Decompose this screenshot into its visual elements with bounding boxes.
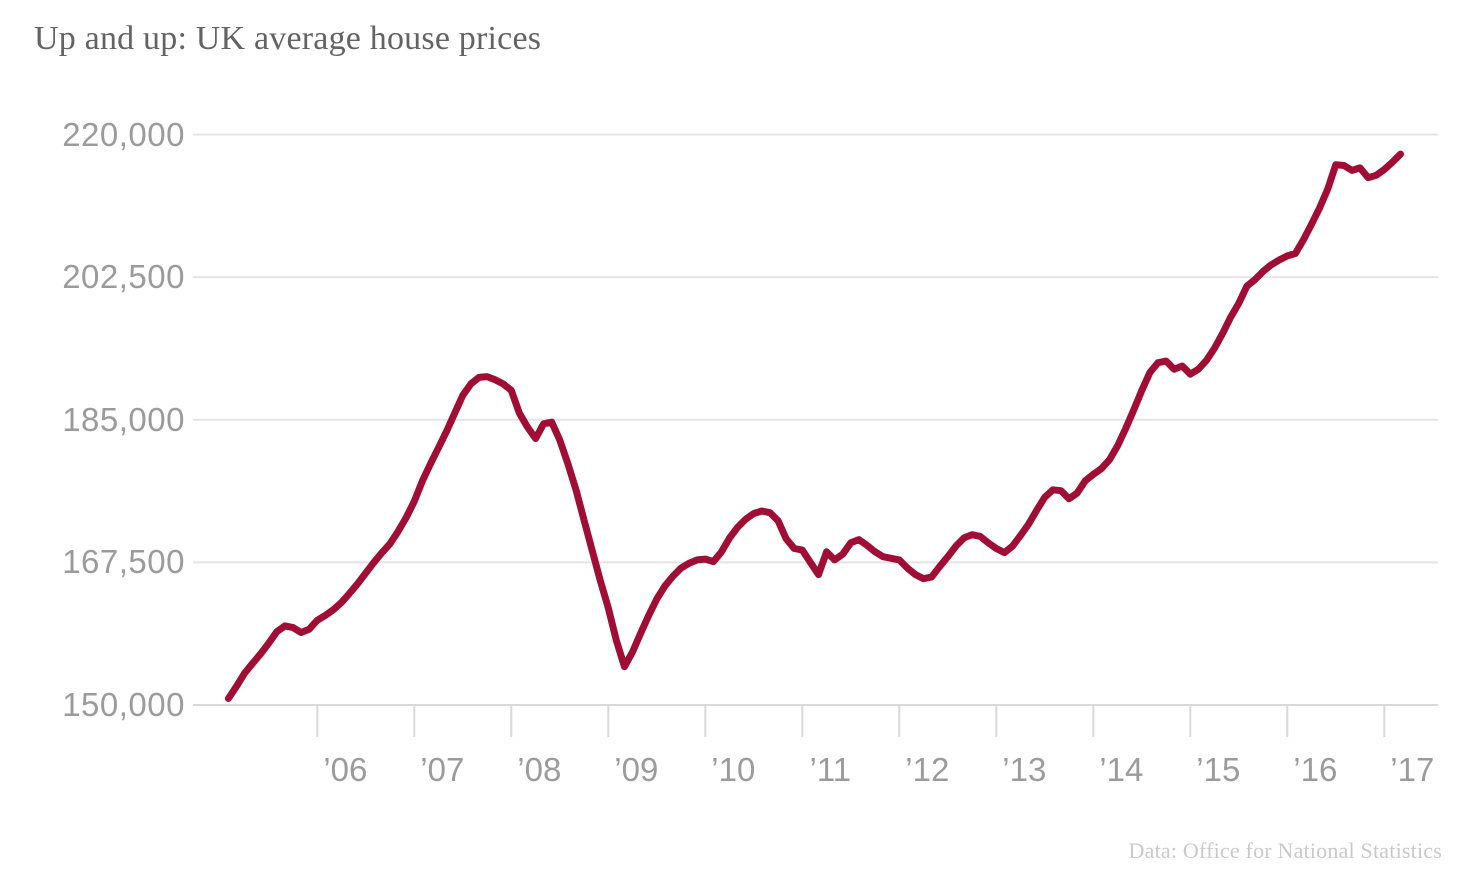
x-axis-label: ’15: [1196, 751, 1241, 788]
x-axis-label: ’08: [517, 751, 562, 788]
x-axis-label: ’06: [323, 751, 368, 788]
y-axis-label: 220,000: [62, 115, 185, 153]
y-axis-label: 202,500: [62, 258, 185, 296]
chart-title: Up and up: UK average house prices: [34, 20, 542, 57]
x-axis-label: ’16: [1293, 751, 1338, 788]
y-axis-label: 185,000: [62, 400, 185, 438]
y-axis-label: 150,000: [62, 686, 185, 723]
x-axis-label: ’17: [1390, 751, 1435, 788]
x-axis-label: ’10: [711, 751, 756, 788]
price-line: [224, 150, 1404, 702]
x-axis-label: ’13: [1002, 751, 1047, 788]
x-axis-label: ’07: [420, 751, 465, 788]
y-axis-label: 167,500: [62, 543, 185, 581]
x-axis-label: ’11: [809, 751, 852, 788]
source-credit: Data: Office for National Statistics: [1128, 838, 1442, 863]
x-axis-label: ’14: [1099, 751, 1144, 788]
x-axis-label: ’09: [614, 751, 659, 788]
x-axis-label: ’12: [905, 751, 950, 788]
